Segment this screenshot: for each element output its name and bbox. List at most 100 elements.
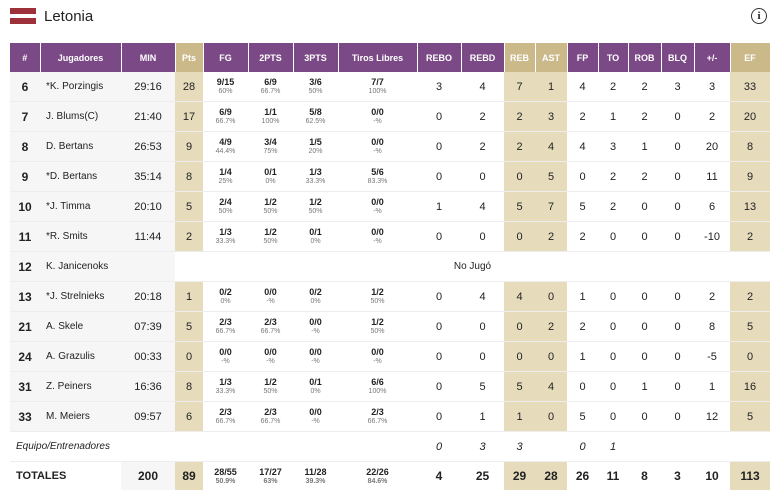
made-attempted: 0/2 bbox=[293, 287, 338, 297]
stat-cell: 0 bbox=[661, 102, 694, 132]
made-attempted: 6/6 bbox=[338, 377, 417, 387]
stat-cell: 0 bbox=[417, 402, 461, 432]
stat-cell: 28 bbox=[175, 72, 203, 102]
stat-cell: 1 bbox=[417, 192, 461, 222]
empty-cell bbox=[203, 432, 248, 462]
empty-cell bbox=[338, 432, 417, 462]
stat-cell: 3 bbox=[661, 72, 694, 102]
stat-cell: 7 bbox=[535, 192, 567, 222]
stat-cell: 0 bbox=[628, 342, 661, 372]
column-header: EF bbox=[730, 43, 770, 72]
shooting-cell: 0/0-% bbox=[338, 132, 417, 162]
stat-cell: 0 bbox=[661, 372, 694, 402]
made-attempted: 9/15 bbox=[203, 77, 248, 87]
stat-cell: 2 bbox=[175, 222, 203, 252]
percentage: 66.7% bbox=[203, 117, 248, 126]
stat-cell: 5 bbox=[730, 402, 770, 432]
stat-cell: 1 bbox=[175, 282, 203, 312]
percentage: -% bbox=[338, 207, 417, 216]
made-attempted: 1/5 bbox=[293, 137, 338, 147]
info-icon[interactable]: i bbox=[751, 8, 767, 24]
stat-cell: 5 bbox=[504, 192, 535, 222]
made-attempted: 0/0 bbox=[203, 347, 248, 357]
empty-cell bbox=[535, 432, 567, 462]
stat-cell: 20 bbox=[730, 102, 770, 132]
made-attempted: 0/1 bbox=[293, 377, 338, 387]
shooting-cell: 0/0-% bbox=[338, 102, 417, 132]
column-header: REBD bbox=[461, 43, 504, 72]
made-attempted: 0/0 bbox=[338, 137, 417, 147]
stat-cell: 7 bbox=[504, 72, 535, 102]
empty-cell bbox=[628, 432, 661, 462]
stat-cell: 3 bbox=[661, 462, 694, 490]
stat-cell: 28 bbox=[535, 462, 567, 490]
stat-cell: 0 bbox=[567, 372, 598, 402]
stat-cell: 3 bbox=[417, 72, 461, 102]
stat-cell: 2 bbox=[694, 102, 730, 132]
stat-cell: 8 bbox=[175, 372, 203, 402]
percentage: 66.7% bbox=[248, 417, 293, 426]
stat-cell: 5 bbox=[461, 372, 504, 402]
stat-cell: 9 bbox=[10, 162, 40, 192]
column-header: REBO bbox=[417, 43, 461, 72]
stat-cell: 2 bbox=[628, 162, 661, 192]
stat-cell: 1 bbox=[598, 102, 628, 132]
stat-cell: 0 bbox=[598, 372, 628, 402]
made-attempted: 1/3 bbox=[203, 377, 248, 387]
stat-cell: 0 bbox=[417, 372, 461, 402]
stat-cell: 33 bbox=[730, 72, 770, 102]
team-label: Equipo/Entrenadores bbox=[10, 432, 175, 462]
stat-cell: *J. Timma bbox=[40, 192, 121, 222]
made-attempted: 2/3 bbox=[248, 317, 293, 327]
stat-cell: 0 bbox=[661, 192, 694, 222]
stat-cell: *K. Porzingis bbox=[40, 72, 121, 102]
percentage: 84.6% bbox=[338, 477, 417, 486]
stat-cell: 0 bbox=[461, 222, 504, 252]
stat-cell: 2 bbox=[598, 162, 628, 192]
column-header: FP bbox=[567, 43, 598, 72]
stat-cell: 0 bbox=[504, 312, 535, 342]
percentage: -% bbox=[203, 357, 248, 366]
stat-cell: 5 bbox=[730, 312, 770, 342]
stat-cell: A. Skele bbox=[40, 312, 121, 342]
made-attempted: 0/1 bbox=[293, 227, 338, 237]
percentage: 0% bbox=[293, 237, 338, 246]
percentage: 0% bbox=[293, 297, 338, 306]
empty-cell bbox=[293, 432, 338, 462]
stat-cell: 3 bbox=[461, 432, 504, 462]
shooting-cell: 0/0-% bbox=[338, 222, 417, 252]
made-attempted: 0/0 bbox=[338, 347, 417, 357]
made-attempted: 1/1 bbox=[248, 107, 293, 117]
percentage: 50% bbox=[338, 327, 417, 336]
stat-cell: 2 bbox=[628, 102, 661, 132]
percentage: -% bbox=[248, 297, 293, 306]
stat-cell: 3 bbox=[694, 72, 730, 102]
flag bbox=[10, 8, 36, 24]
made-attempted: 1/2 bbox=[338, 317, 417, 327]
stat-cell: 2 bbox=[461, 132, 504, 162]
percentage: 63% bbox=[248, 477, 293, 486]
stat-cell: 0 bbox=[730, 342, 770, 372]
shooting-cell: 0/0-% bbox=[248, 282, 293, 312]
made-attempted: 0/0 bbox=[293, 407, 338, 417]
stat-cell: 2 bbox=[694, 282, 730, 312]
column-header: BLQ bbox=[661, 43, 694, 72]
percentage: 62.5% bbox=[293, 117, 338, 126]
stat-cell: 21:40 bbox=[121, 102, 175, 132]
